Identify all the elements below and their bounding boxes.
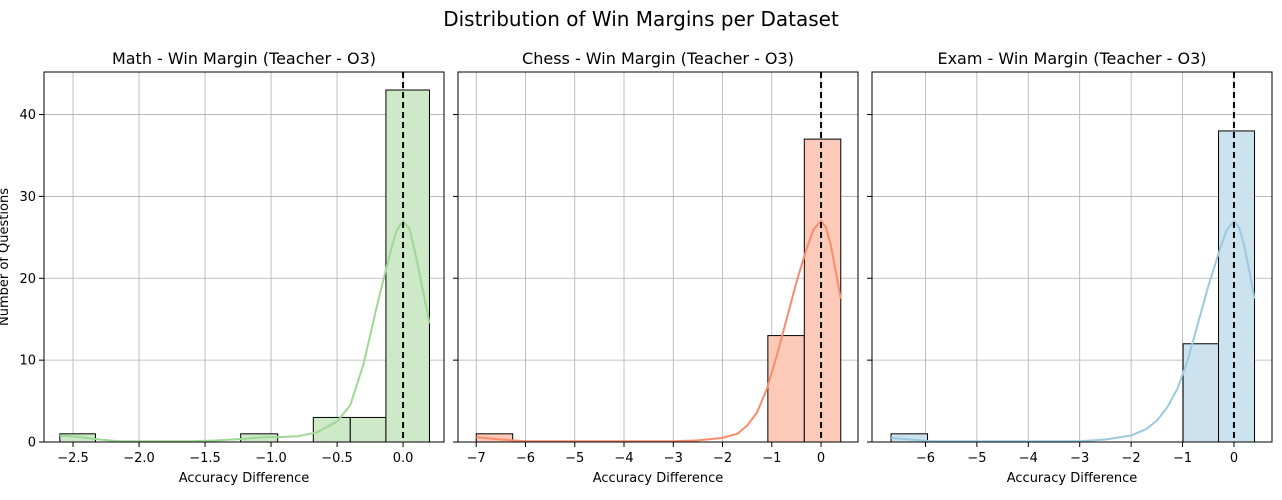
axes-frame <box>43 71 445 443</box>
x-axis-label: Accuracy Difference <box>593 471 724 486</box>
histogram-bar <box>385 89 430 443</box>
y-tick-label: 0 <box>28 436 36 451</box>
subplot-title: Chess - Win Margin (Teacher - O3) <box>522 49 794 68</box>
x-tick-label: −7 <box>467 451 486 466</box>
x-tick-label: 0 <box>817 451 825 466</box>
histogram-bar <box>803 138 842 443</box>
histogram-bar <box>1218 130 1256 443</box>
subplot-1: −2.5 −2.0 −1.5 −1.0 −0.5 0.0 0 10 20 30 40 Math - W… <box>19 49 445 486</box>
y-axis-label: Number of Questions <box>0 188 12 326</box>
x-tick-label: −2 <box>1122 451 1141 466</box>
x-tick-label: −5 <box>967 451 986 466</box>
x-tick-label: −1 <box>1173 451 1192 466</box>
x-tick-label: −3 <box>1070 451 1089 466</box>
y-tick-label: 40 <box>19 108 36 123</box>
y-tick-label: 10 <box>19 354 36 369</box>
x-tick-label: −2.0 <box>123 451 155 466</box>
kde-line <box>59 219 431 443</box>
y-tick-label: 30 <box>19 190 36 205</box>
histogram-bar <box>767 335 805 443</box>
x-tick-label: −1 <box>762 451 781 466</box>
x-axis-label: Accuracy Difference <box>1007 471 1138 486</box>
kde-line <box>890 219 1256 443</box>
kde-line <box>476 219 842 443</box>
y-tick-label: 20 <box>19 272 36 287</box>
subplot-3: −6 −5 −4 −3 −2 −1 0 Exam - Win Margin (Teacher … <box>867 49 1273 486</box>
x-tick-label: −3 <box>664 451 683 466</box>
axes-frame <box>457 71 859 443</box>
x-tick-label: −6 <box>916 451 935 466</box>
x-tick-label: −2.5 <box>57 451 89 466</box>
x-tick-label: −4 <box>614 451 633 466</box>
x-tick-label: −1.0 <box>255 451 287 466</box>
x-tick-label: −4 <box>1019 451 1038 466</box>
histogram-bar <box>349 416 387 443</box>
x-tick-label: −2 <box>713 451 732 466</box>
x-tick-label: −6 <box>516 451 535 466</box>
figure-title: Distribution of Win Margins per Dataset <box>443 7 839 31</box>
x-tick-label: −1.5 <box>189 451 221 466</box>
subplot-title: Math - Win Margin (Teacher - O3) <box>112 49 376 68</box>
histogram-bar <box>312 416 351 443</box>
x-tick-label: 0.0 <box>393 451 414 466</box>
subplot-2: −7 −6 −5 −4 −3 −2 −1 0 Chess - Win Margin (Teach… <box>453 49 859 486</box>
x-tick-label: −5 <box>565 451 584 466</box>
x-tick-label: 0 <box>1230 451 1238 466</box>
subplot-title: Exam - Win Margin (Teacher - O3) <box>937 49 1206 68</box>
x-axis-label: Accuracy Difference <box>179 471 310 486</box>
x-tick-label: −0.5 <box>321 451 353 466</box>
axes-frame <box>871 71 1273 443</box>
